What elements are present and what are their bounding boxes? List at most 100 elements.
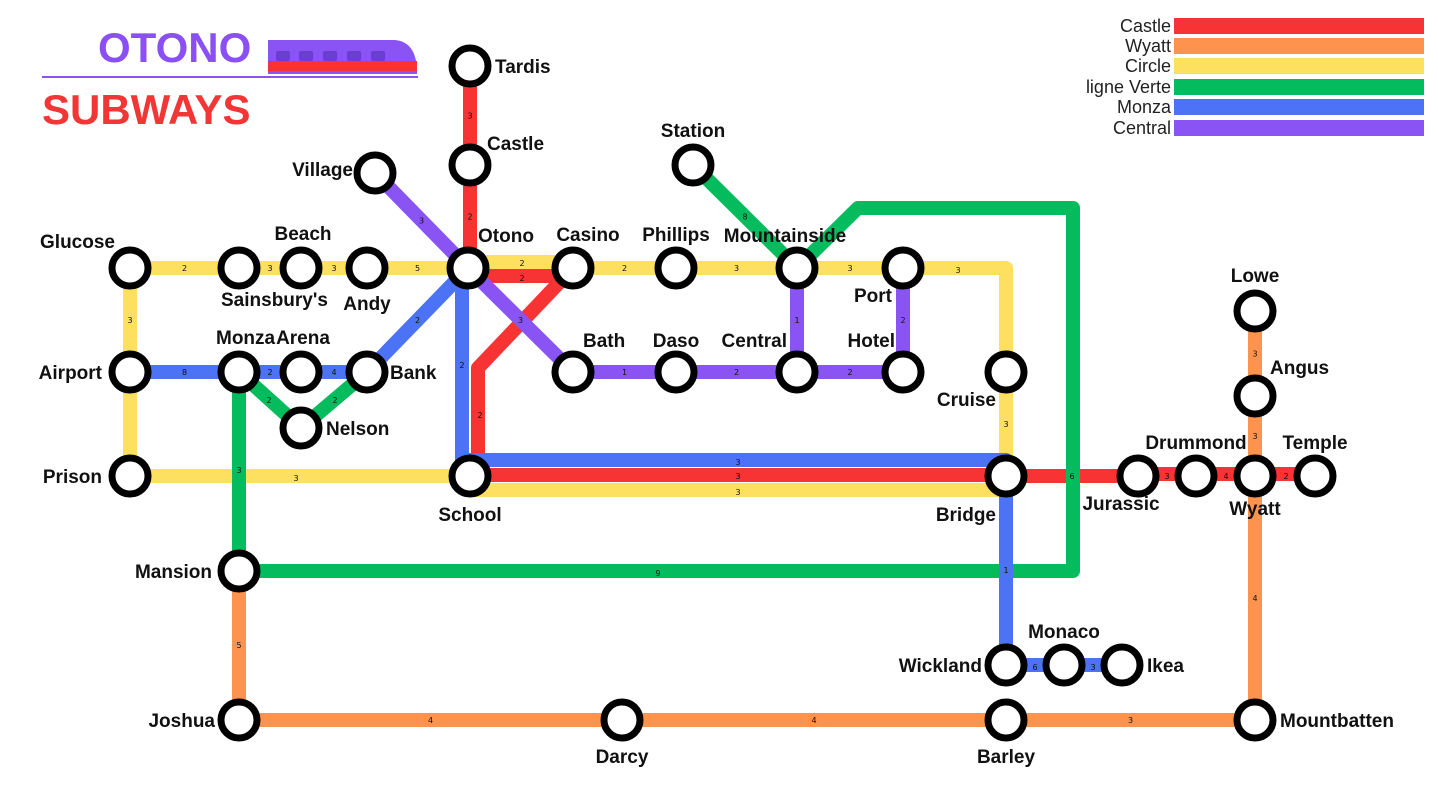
station-tardis[interactable] (448, 44, 492, 88)
station-bridge[interactable] (984, 454, 1028, 498)
segment-weight: 2 (332, 396, 337, 405)
station-sainsburys[interactable] (217, 246, 261, 290)
segment-weight: 2 (900, 316, 905, 325)
station-phillips[interactable] (654, 246, 698, 290)
station-lowe[interactable] (1233, 289, 1277, 333)
legend-label-circle: Circle (1125, 56, 1171, 76)
station-andy[interactable] (345, 246, 389, 290)
station-label-bank: Bank (390, 363, 437, 384)
station-airport[interactable] (108, 350, 152, 394)
legend-label-wyatt: Wyatt (1125, 36, 1171, 56)
station-label-central: Central (722, 331, 787, 352)
station-label-lowe: Lowe (1231, 266, 1280, 287)
station-label-angus: Angus (1270, 358, 1329, 379)
station-wickland[interactable] (984, 643, 1028, 687)
station-barley[interactable] (984, 698, 1028, 742)
segment-weight: 3 (847, 264, 852, 273)
segment-verte-mountainside-mansion (232, 201, 1080, 578)
station-station[interactable] (671, 143, 715, 187)
station-glucose[interactable] (108, 246, 152, 290)
station-monza[interactable] (217, 350, 261, 394)
station-nelson[interactable] (279, 406, 323, 450)
station-temple[interactable] (1293, 454, 1337, 498)
station-mountbatten[interactable] (1233, 698, 1277, 742)
station-arena[interactable] (279, 350, 323, 394)
segment-central-otono-bath (461, 261, 580, 379)
weights-layer: 3 2 2 2 3 6 3 4 2 3 3 4 3 4 4 5 2 3 3 5 2 2 3 3 3 3 3 3 3 8 9 3 2 2 8 2 4 2 2 3… (127, 112, 1288, 726)
station-label-andy: Andy (343, 294, 391, 315)
station-label-daso: Daso (653, 331, 699, 352)
station-label-station: Station (661, 121, 725, 142)
segment-weight: 5 (236, 641, 241, 650)
station-label-arena: Arena (276, 328, 330, 349)
segment-weight: 3 (734, 264, 739, 273)
segment-weight: 3 (1164, 472, 1169, 481)
segment-weight: 3 (1003, 420, 1008, 429)
station-cruise[interactable] (984, 350, 1028, 394)
station-label-casino: Casino (556, 225, 619, 246)
station-otono[interactable] (446, 246, 490, 290)
station-label-temple: Temple (1282, 433, 1347, 454)
segment-weight: 3 (127, 316, 132, 325)
station-jurassic[interactable] (1116, 454, 1160, 498)
station-mansion[interactable] (217, 549, 261, 593)
station-bath[interactable] (551, 350, 595, 394)
segment-weight: 3 (518, 316, 523, 325)
station-wyatt[interactable] (1233, 454, 1277, 498)
segment-weight: 2 (415, 316, 420, 325)
station-label-sainsburys: Sainsbury's (221, 290, 328, 311)
segment-weight: 2 (266, 396, 271, 405)
station-port[interactable] (881, 246, 925, 290)
segment-weight: 3 (735, 458, 740, 467)
station-label-port: Port (854, 286, 893, 307)
station-bank[interactable] (345, 350, 389, 394)
station-label-otono: Otono (478, 226, 534, 247)
station-beach[interactable] (279, 246, 323, 290)
segment-weight: 2 (477, 411, 482, 420)
station-label-darcy: Darcy (596, 747, 649, 768)
segment-weight: 3 (331, 264, 336, 273)
station-label-phillips: Phillips (642, 225, 710, 246)
labels-layer: Tardis Castle Station Village Glucose Sainsbu… (39, 57, 1394, 768)
segment-weight: 9 (655, 569, 660, 578)
segment-weight: 2 (459, 361, 464, 370)
segment-weight: 6 (1032, 663, 1037, 672)
segment-weight: 1 (622, 368, 627, 377)
segment-weight: 3 (1252, 350, 1257, 359)
station-school[interactable] (448, 454, 492, 498)
segment-weight: 8 (742, 213, 747, 222)
legend: Castle Wyatt Circle ligne Verte Monza Ce… (1086, 16, 1424, 138)
segment-weight: 1 (1003, 566, 1008, 575)
stations-layer (108, 44, 1337, 742)
segment-weight: 2 (519, 274, 524, 283)
station-daso[interactable] (654, 350, 698, 394)
segment-weight: 2 (267, 368, 272, 377)
segment-weight: 2 (1283, 472, 1288, 481)
station-angus[interactable] (1233, 374, 1277, 418)
station-label-drummond: Drummond (1145, 433, 1246, 454)
station-ikea[interactable] (1100, 643, 1144, 687)
segment-weight: 4 (1252, 594, 1257, 603)
segment-weight: 2 (467, 213, 472, 222)
station-monaco[interactable] (1042, 643, 1086, 687)
station-castle[interactable] (448, 143, 492, 187)
segment-monza-bank-otono (360, 261, 475, 379)
station-casino[interactable] (551, 246, 595, 290)
segment-weight: 3 (236, 466, 241, 475)
station-mountainside[interactable] (775, 246, 819, 290)
segment-weight: 6 (1069, 472, 1074, 481)
segment-castle-casino-school (471, 261, 580, 483)
station-hotel[interactable] (881, 350, 925, 394)
station-prison[interactable] (108, 454, 152, 498)
station-label-monaco: Monaco (1028, 622, 1100, 643)
station-darcy[interactable] (600, 698, 644, 742)
station-village[interactable] (353, 151, 397, 195)
station-central[interactable] (775, 350, 819, 394)
segment-weight: 3 (955, 266, 960, 275)
station-joshua[interactable] (217, 698, 261, 742)
legend-swatch-monza (1174, 99, 1424, 115)
legend-swatch-wyatt (1174, 38, 1424, 54)
segment-weight: 3 (293, 474, 298, 483)
station-drummond[interactable] (1174, 454, 1218, 498)
